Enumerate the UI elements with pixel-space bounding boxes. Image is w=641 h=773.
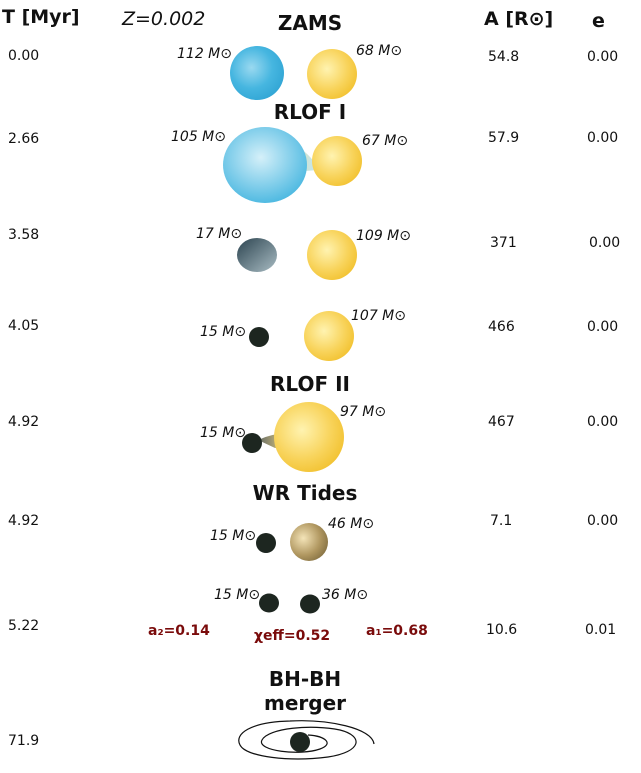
stage-title-wr-tides: WR Tides <box>252 481 358 505</box>
time-value: 0.00 <box>8 48 40 64</box>
star1-mass-label: 15 M⊙ <box>200 324 247 340</box>
inspiral-orbit-icon <box>238 720 375 760</box>
separation-value: 466 <box>488 319 515 335</box>
star2-mass-label: 68 M⊙ <box>356 43 403 59</box>
star2-mass-label: 36 M⊙ <box>322 587 369 603</box>
star-yellow-icon <box>307 230 357 280</box>
star-blue-giant-icon <box>223 127 307 203</box>
star2-mass-label: 46 M⊙ <box>328 516 375 532</box>
star-yellow-icon <box>312 136 362 186</box>
black-hole-remnant-icon <box>290 732 310 752</box>
star1-mass-label: 15 M⊙ <box>200 425 247 441</box>
time-value: 2.66 <box>8 131 40 147</box>
star-yellow-icon <box>307 49 357 99</box>
star1-mass-label: 17 M⊙ <box>196 226 243 242</box>
star2-mass-label: 109 M⊙ <box>356 228 411 244</box>
stage-title-rlof-1: RLOF I <box>273 100 347 124</box>
stage-title-zams: ZAMS <box>277 11 343 35</box>
eccentricity-value: 0.01 <box>585 622 617 638</box>
eccentricity-value: 0.00 <box>587 319 619 335</box>
black-hole-icon <box>242 433 262 453</box>
eccentricity-value: 0.00 <box>587 414 619 430</box>
effective-spin-label: χeff=0.52 <box>254 628 331 644</box>
time-column-header: T [Myr] <box>2 6 80 28</box>
star1-mass-label: 15 M⊙ <box>210 528 257 544</box>
eccentricity-value: 0.00 <box>589 235 621 251</box>
black-hole-icon <box>300 594 320 614</box>
black-hole-icon <box>259 593 279 613</box>
separation-value: 54.8 <box>488 49 520 65</box>
black-hole-icon <box>256 533 276 553</box>
time-value: 3.58 <box>8 227 40 243</box>
eccentricity-value: 0.00 <box>587 130 619 146</box>
separation-column-header: A [R⊙] <box>484 8 554 30</box>
spin-a1-label: a₁=0.68 <box>366 623 428 639</box>
separation-value: 467 <box>488 414 515 430</box>
star1-mass-label: 112 M⊙ <box>177 46 232 62</box>
eccentricity-value: 0.00 <box>587 49 619 65</box>
black-hole-icon <box>249 327 269 347</box>
time-value: 4.92 <box>8 414 40 430</box>
spin-a2-label: a₂=0.14 <box>148 623 210 639</box>
eccentricity-value: 0.00 <box>587 513 619 529</box>
stage-title-rlof-2: RLOF II <box>270 372 350 396</box>
stage-title-bh-merger: BH-BH merger <box>263 667 346 715</box>
star2-mass-label: 107 M⊙ <box>351 308 406 324</box>
star-blue-icon <box>230 46 284 100</box>
separation-value: 7.1 <box>490 513 513 529</box>
star1-mass-label: 15 M⊙ <box>214 587 261 603</box>
time-value: 4.05 <box>8 318 40 334</box>
wolf-rayet-star-icon <box>290 523 328 561</box>
eccentricity-column-header: e <box>592 10 605 32</box>
time-value: 5.22 <box>8 618 40 634</box>
star-yellow-icon <box>304 311 354 361</box>
stripped-star-icon <box>237 238 277 272</box>
star-yellow-giant-icon <box>274 402 344 472</box>
separation-value: 10.6 <box>486 622 518 638</box>
separation-value: 371 <box>490 235 517 251</box>
metallicity-label: Z=0.002 <box>122 8 206 30</box>
separation-value: 57.9 <box>488 130 520 146</box>
time-value: 71.9 <box>8 733 40 749</box>
star2-mass-label: 97 M⊙ <box>340 404 387 420</box>
star1-mass-label: 105 M⊙ <box>171 129 226 145</box>
star2-mass-label: 67 M⊙ <box>362 133 409 149</box>
time-value: 4.92 <box>8 513 40 529</box>
